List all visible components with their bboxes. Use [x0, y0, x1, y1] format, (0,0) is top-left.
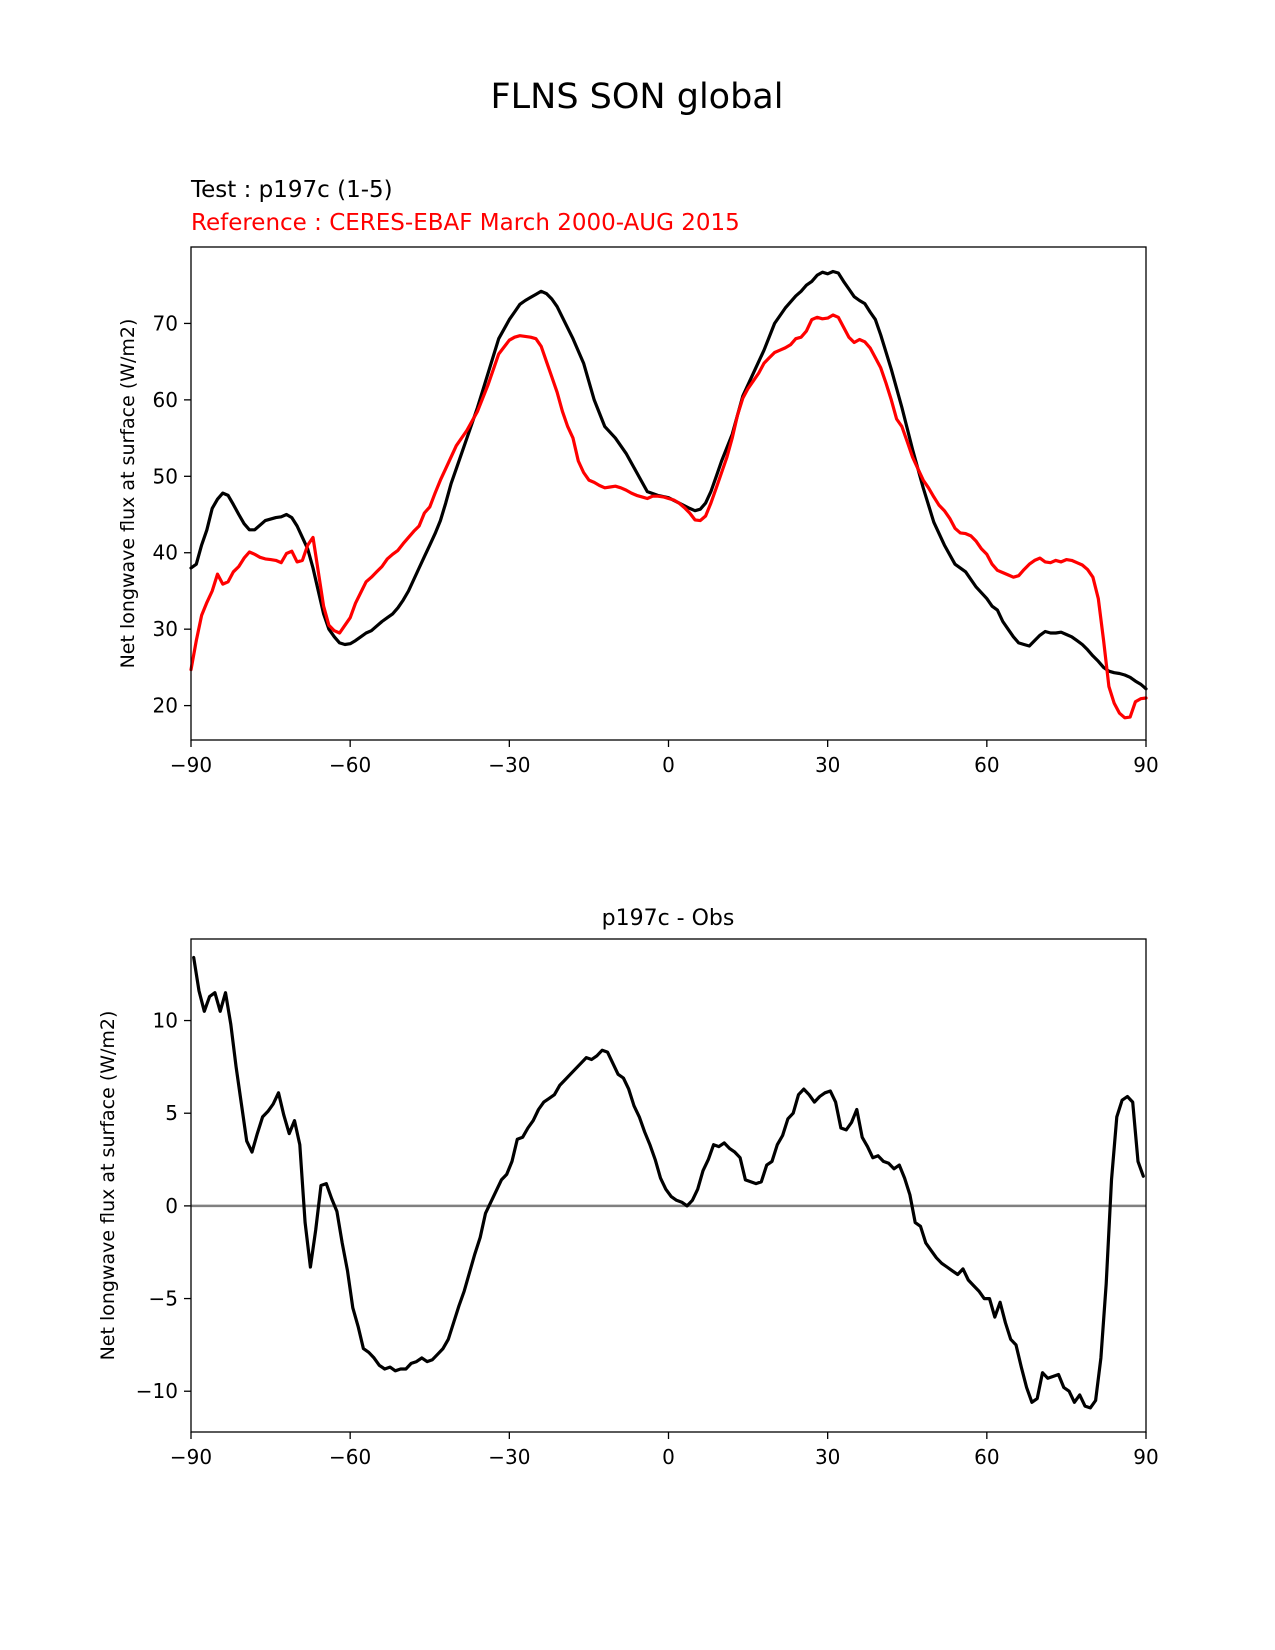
bottom-x-tick-label: −30: [488, 1445, 530, 1469]
bottom-x-tick-label: 30: [815, 1445, 840, 1469]
bottom-x-tick-label: 60: [974, 1445, 999, 1469]
top-y-tick-label: 60: [153, 388, 178, 412]
figure-suptitle: FLNS SON global: [491, 77, 784, 117]
top-x-tick-label: −60: [329, 753, 371, 777]
top-y-axis-label: Net longwave flux at surface (W/m2): [117, 319, 139, 669]
bottom-x-tick-label: 90: [1133, 1445, 1158, 1469]
top-y-tick-label: 30: [153, 617, 178, 641]
bottom-y-tick-label: −10: [136, 1379, 178, 1403]
top-y-ticks: 20 30 40 50 60 70: [153, 311, 191, 718]
test-title: Test : p197c (1-5): [190, 177, 393, 203]
diff-title: p197c - Obs: [602, 906, 735, 931]
top-x-tick-label: −90: [170, 753, 212, 777]
top-series-layer: [189, 269, 1148, 720]
top-x-tick-label: 90: [1133, 753, 1158, 777]
bottom-x-tick-label: −60: [329, 1445, 371, 1469]
top-y-tick-label: 70: [153, 311, 178, 335]
bottom-series-layer: [192, 955, 1145, 1410]
bottom-x-tick-label: 0: [662, 1445, 675, 1469]
top-y-tick-label: 40: [153, 541, 178, 565]
bottom-y-tick-label: −5: [149, 1287, 178, 1311]
reference-title: Reference : CERES-EBAF March 2000-AUG 20…: [191, 210, 740, 236]
top-x-tick-label: 0: [662, 753, 675, 777]
bottom-x-ticks: −90 −60 −30 0 30 60 90: [170, 1432, 1159, 1469]
top-series-reference-line: [189, 313, 1148, 720]
top-y-tick-label: 20: [153, 694, 178, 718]
bottom-y-ticks: −10 −5 0 5 10: [136, 1009, 191, 1403]
bottom-panel: p197c - Obs −90 −60 −30 0 30 60 90 −10 −5 0 5 10 N…: [97, 906, 1159, 1469]
bottom-y-axis-label: Net longwave flux at surface (W/m2): [97, 1011, 119, 1361]
top-x-tick-label: 60: [974, 753, 999, 777]
top-y-tick-label: 50: [153, 464, 178, 488]
top-x-tick-label: −30: [488, 753, 530, 777]
bottom-series-test-line: [192, 955, 1145, 1410]
bottom-x-tick-label: −90: [170, 1445, 212, 1469]
top-x-ticks: −90 −60 −30 0 30 60 90: [170, 740, 1159, 777]
top-panel: Test : p197c (1-5) Reference : CERES-EBA…: [117, 177, 1159, 777]
bottom-y-tick-label: 10: [153, 1009, 178, 1033]
bottom-y-tick-label: 0: [165, 1194, 178, 1218]
top-series-test-line: [189, 269, 1148, 691]
bottom-y-tick-label: 5: [165, 1101, 178, 1125]
top-x-tick-label: 30: [815, 753, 840, 777]
